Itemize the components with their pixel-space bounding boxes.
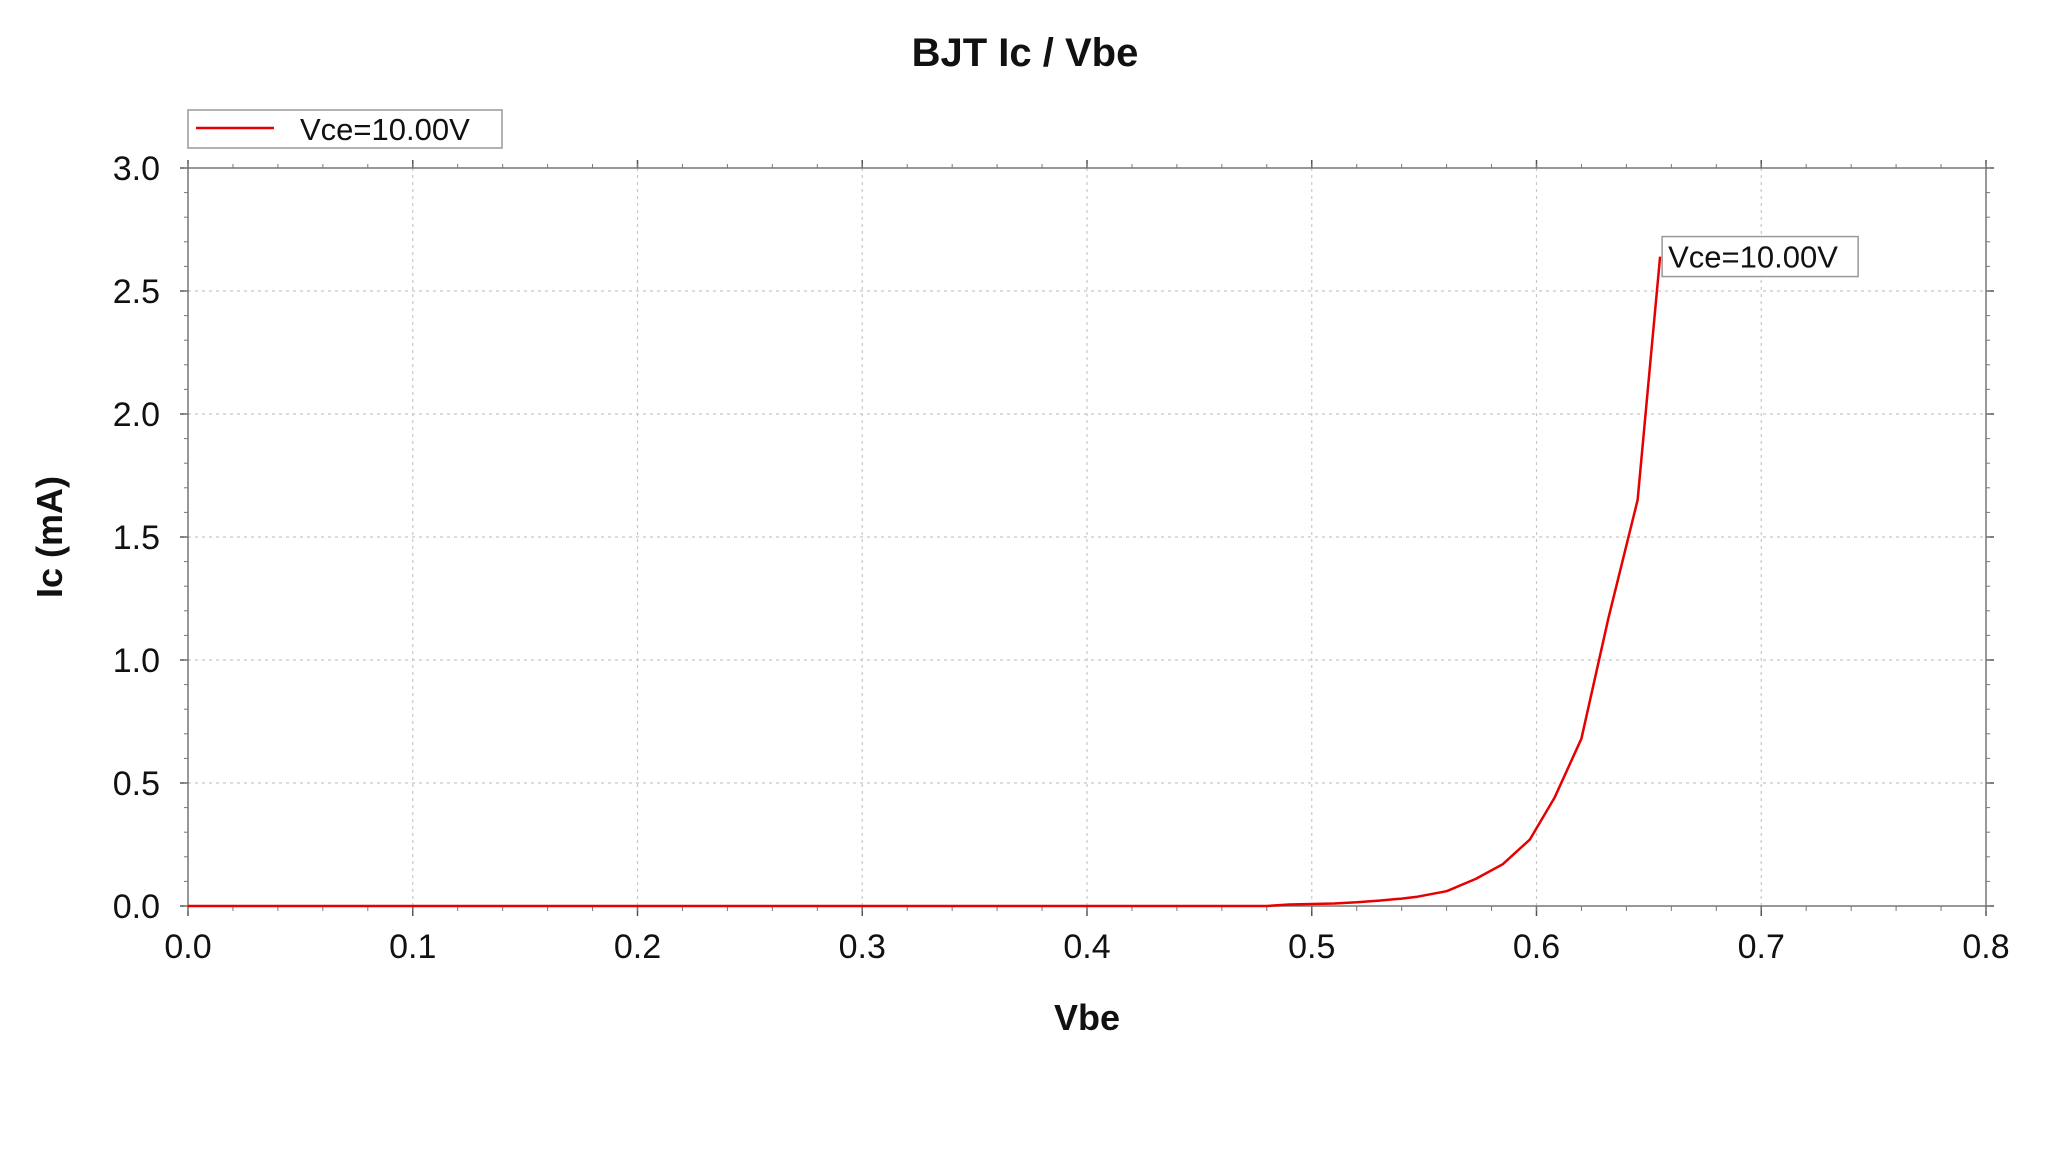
y-tick-label: 2.5 xyxy=(113,273,160,311)
x-tick-label: 0.2 xyxy=(614,928,661,966)
legend: Vce=10.00V xyxy=(187,109,503,149)
x-tick-label: 0.1 xyxy=(389,928,436,966)
x-axis-title: Vbe xyxy=(1054,997,1120,1038)
x-tick-label: 0.3 xyxy=(839,928,886,966)
annotations: Vce=10.00V xyxy=(1661,235,1859,278)
x-tick-label: 0.0 xyxy=(164,928,211,966)
series-lines xyxy=(188,256,1662,908)
y-tick-label: 1.5 xyxy=(113,519,160,557)
y-tick-label: 2.0 xyxy=(113,396,160,434)
x-tick-label: 0.6 xyxy=(1513,928,1560,966)
x-tick-label: 0.4 xyxy=(1063,928,1110,966)
tick-labels: 0.0 0.1 0.2 0.3 0.4 0.5 0.6 0.7 0.8 0.0 0.5 1.0 1.5 2… xyxy=(113,150,2010,966)
annotation-box xyxy=(1661,235,1859,278)
y-tick-label: 1.0 xyxy=(113,642,160,680)
x-tick-label: 0.7 xyxy=(1738,928,1785,966)
x-tick-label: 0.5 xyxy=(1288,928,1335,966)
y-tick-label: 0.5 xyxy=(113,765,160,803)
y-tick-label: 3.0 xyxy=(113,150,160,188)
y-tick-label: 0.0 xyxy=(113,888,160,926)
annotation-0: Vce=10.00V xyxy=(1661,235,1859,278)
series-line-0 xyxy=(188,256,1662,908)
x-tick-label: 0.8 xyxy=(1962,928,2009,966)
legend-label: Vce=10.00V xyxy=(300,112,470,147)
y-axis-title: Ic (mA) xyxy=(29,476,70,598)
chart-title: BJT Ic / Vbe xyxy=(912,31,1139,75)
annotation-label: Vce=10.00V xyxy=(1668,240,1838,275)
grid xyxy=(188,168,1986,906)
